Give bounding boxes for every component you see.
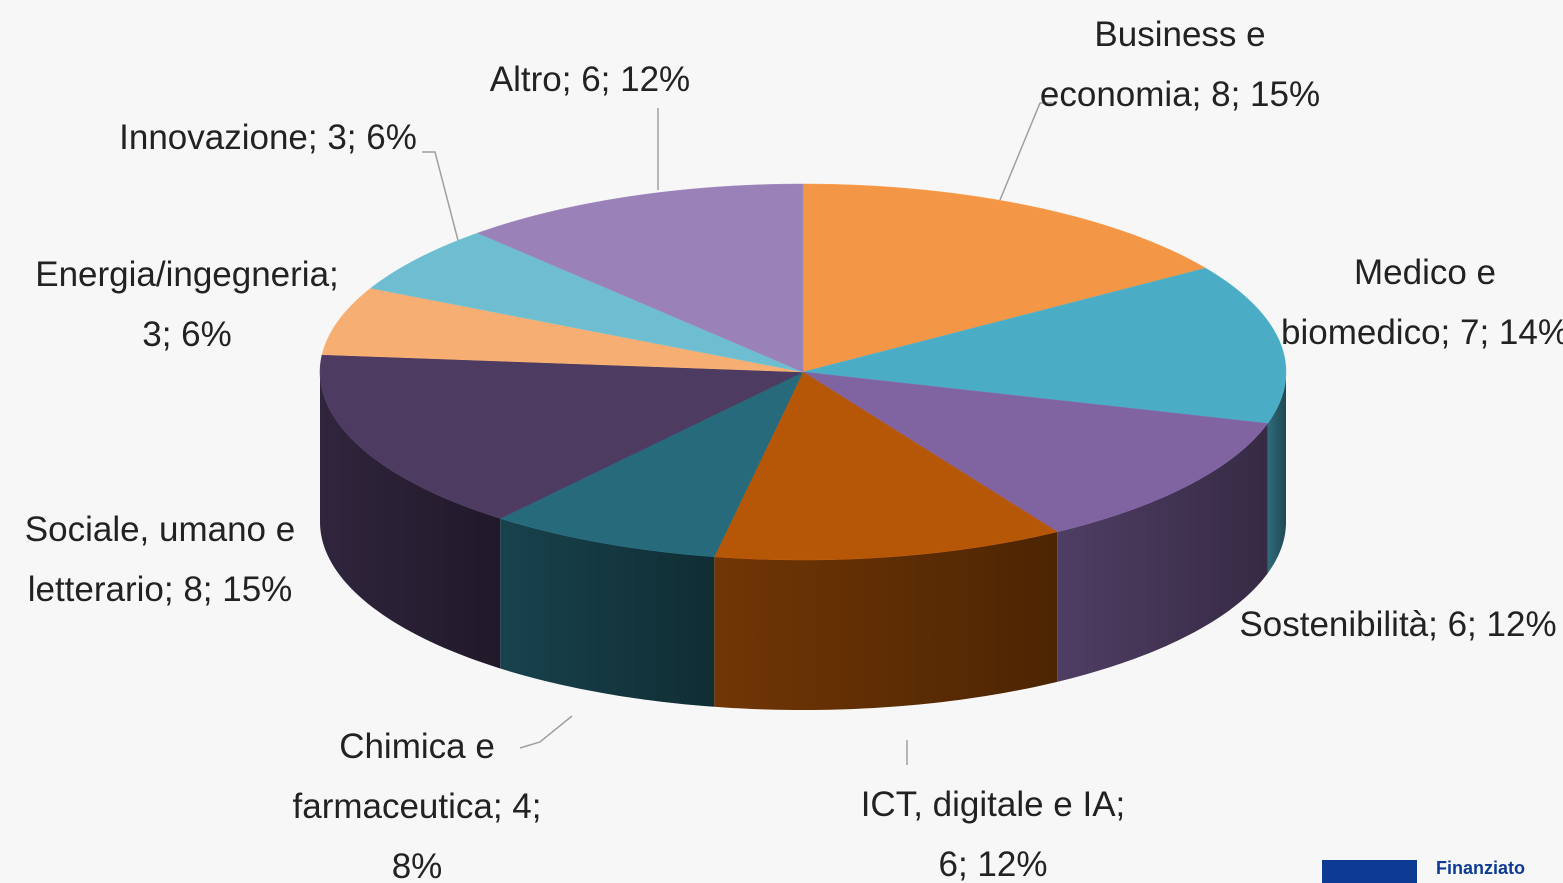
data-label: Energia/ingegneria; 3; 6% bbox=[35, 255, 339, 354]
data-label: Medico e biomedico; 7; 14% bbox=[1281, 253, 1563, 352]
slice-side bbox=[1057, 423, 1268, 682]
leader-lines bbox=[422, 102, 1052, 765]
eu-flag bbox=[1322, 860, 1417, 883]
slice bbox=[802, 267, 1287, 424]
slice-side bbox=[500, 518, 715, 707]
data-label: ICT, digitale e IA; 6; 12% bbox=[860, 785, 1126, 883]
data-label: Chimica e farmaceutica; 4; 8% bbox=[292, 727, 542, 883]
slice bbox=[802, 183, 1207, 373]
slice bbox=[370, 232, 804, 373]
slice bbox=[319, 354, 804, 519]
slice bbox=[499, 371, 804, 558]
data-label: Business e economia; 8; 15% bbox=[1039, 15, 1321, 114]
data-label: Innovazione; 3; 6% bbox=[119, 118, 417, 157]
slice bbox=[321, 287, 804, 373]
data-label: Sostenibilità; 6; 12% bbox=[1239, 605, 1557, 644]
slice bbox=[713, 371, 1058, 561]
data-label: Sociale, umano e letterario; 8; 15% bbox=[24, 510, 296, 609]
slice-side bbox=[714, 531, 1058, 710]
slice-side bbox=[320, 372, 501, 669]
slice bbox=[476, 183, 804, 373]
data-label: Altro; 6; 12% bbox=[489, 60, 691, 99]
logo-text: Finanziato bbox=[1436, 858, 1525, 878]
slice-side bbox=[1267, 372, 1286, 574]
slice bbox=[802, 371, 1269, 533]
